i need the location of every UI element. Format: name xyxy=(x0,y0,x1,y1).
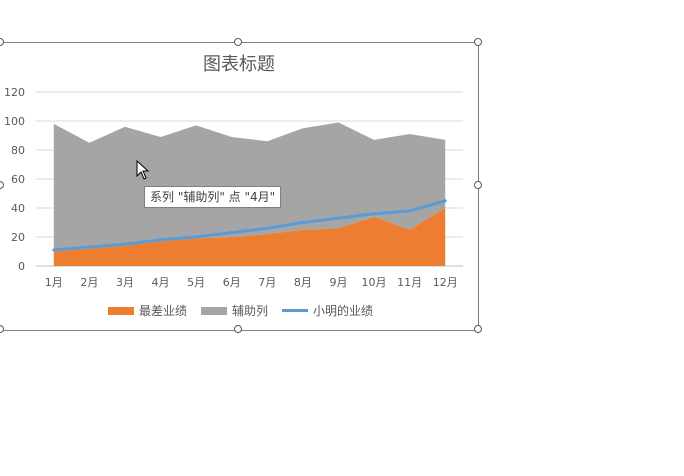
chart-title[interactable]: 图表标题 xyxy=(203,54,275,75)
x-tick-label: 12月 xyxy=(433,276,458,289)
y-tick-label: 80 xyxy=(11,144,25,157)
chart-legend[interactable]: 最差业绩 辅助列 小明的业绩 xyxy=(108,302,373,319)
legend-item-helper[interactable]: 辅助列 xyxy=(201,302,268,319)
resize-handle-bottom-right[interactable] xyxy=(474,325,482,333)
y-tick-label: 0 xyxy=(18,260,25,273)
y-tick-label: 40 xyxy=(11,202,25,215)
x-tick-label: 4月 xyxy=(152,276,170,289)
y-tick-label: 20 xyxy=(11,231,25,244)
legend-label-xiaoming: 小明的业绩 xyxy=(313,304,374,318)
y-tick-label: 100 xyxy=(4,115,25,128)
resize-handle-bottom-center[interactable] xyxy=(234,325,242,333)
x-tick-label: 2月 xyxy=(80,276,98,289)
y-tick-label: 60 xyxy=(11,173,25,186)
x-tick-label: 11月 xyxy=(397,276,422,289)
mouse-pointer-icon xyxy=(136,160,150,180)
resize-handle-middle-right[interactable] xyxy=(474,181,482,189)
legend-item-xiaoming[interactable]: 小明的业绩 xyxy=(282,302,373,319)
y-tick-label: 120 xyxy=(4,86,25,99)
line-series-xiaoming xyxy=(52,199,447,252)
legend-swatch-worst xyxy=(108,306,134,315)
resize-handle-top-right[interactable] xyxy=(474,38,482,46)
x-tick-label: 3月 xyxy=(116,276,134,289)
x-tick-label: 9月 xyxy=(329,276,347,289)
x-tick-label: 8月 xyxy=(294,276,312,289)
x-tick-label: 5月 xyxy=(187,276,205,289)
legend-label-worst: 最差业绩 xyxy=(139,304,188,318)
x-tick-label: 7月 xyxy=(258,276,276,289)
legend-label-helper: 辅助列 xyxy=(232,304,269,318)
x-tick-label: 10月 xyxy=(362,276,387,289)
legend-swatch-helper xyxy=(201,306,228,315)
resize-handle-top-center[interactable] xyxy=(234,38,242,46)
series-point-tooltip: 系列 "辅助列" 点 "4月" xyxy=(144,186,282,208)
x-tick-label: 1月 xyxy=(45,276,63,289)
legend-swatch-xiaoming xyxy=(282,309,309,312)
area-series-worst xyxy=(53,208,446,266)
legend-item-worst[interactable]: 最差业绩 xyxy=(108,302,187,319)
x-tick-label: 6月 xyxy=(223,276,241,289)
